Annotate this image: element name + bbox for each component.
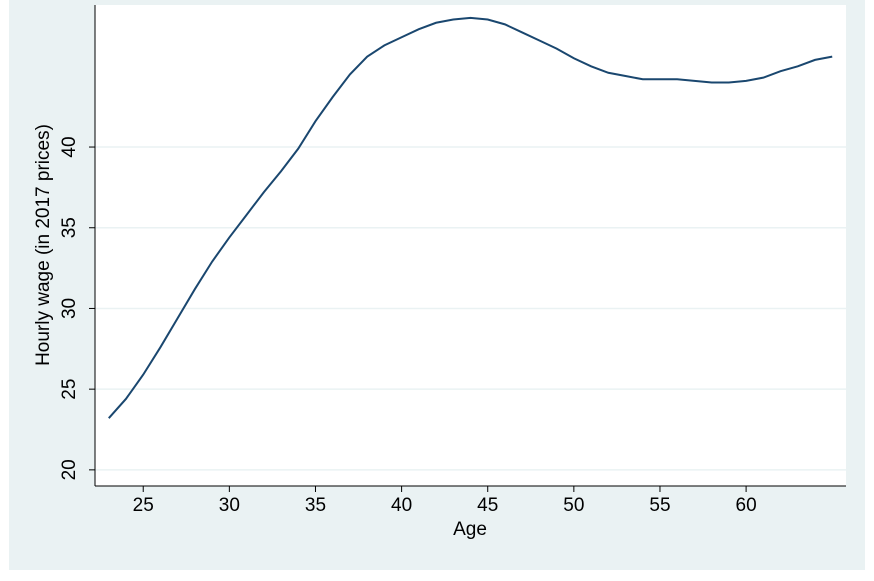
- x-axis-label: Age: [453, 519, 487, 540]
- y-tick-label: 40: [59, 136, 80, 157]
- y-tick-label: 30: [59, 298, 80, 319]
- x-tick-label: 60: [736, 495, 757, 516]
- y-tick-label: 35: [59, 217, 80, 238]
- y-tick-label: 25: [59, 379, 80, 400]
- x-tick-label: 35: [305, 495, 326, 516]
- x-tick-label: 40: [391, 495, 412, 516]
- x-tick-label: 25: [133, 495, 154, 516]
- x-tick-label: 50: [563, 495, 584, 516]
- y-axis-label: Hourly wage (in 2017 prices): [33, 124, 54, 366]
- x-tick-label: 30: [219, 495, 240, 516]
- plot-bg: [95, 5, 846, 486]
- x-tick-label: 45: [477, 495, 498, 516]
- line: [108, 16, 833, 419]
- y-tick-label: 20: [59, 459, 80, 480]
- x-tick-label: 55: [649, 495, 670, 516]
